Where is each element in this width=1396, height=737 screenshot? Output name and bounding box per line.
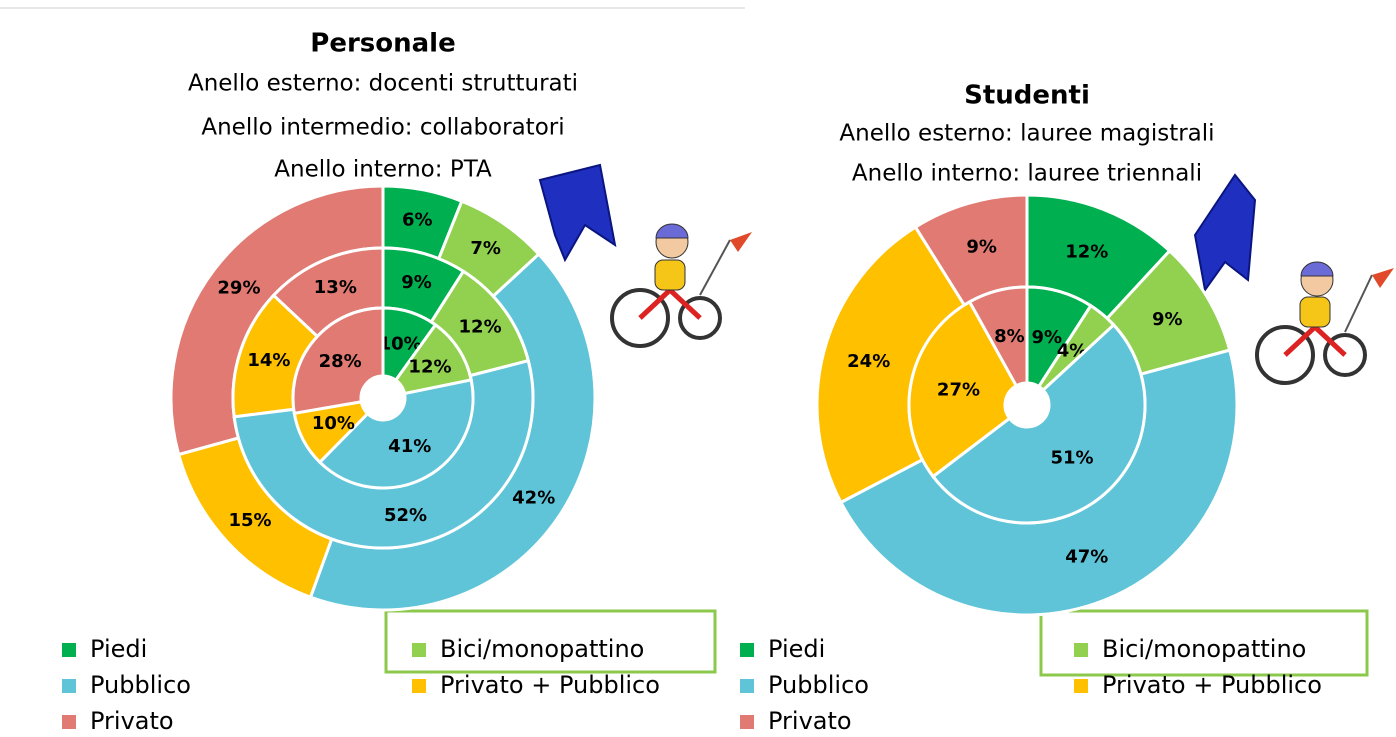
legend-swatch (412, 679, 426, 693)
legend-label: Bici/monopattino (1102, 635, 1306, 663)
slide: Personale Anello esterno: docenti struttu… (0, 0, 1396, 737)
data-label: 41% (388, 436, 431, 457)
data-label: 24% (847, 351, 890, 372)
data-label: 15% (228, 510, 271, 531)
data-label: 9% (1152, 309, 1183, 330)
legend-label: Pubblico (768, 671, 869, 699)
ring-caption: Anello esterno: lauree magistrali (839, 121, 1214, 147)
legend-label: Pubblico (90, 671, 191, 699)
legend-label: Privato (90, 707, 174, 735)
ring-caption: Anello intermedio: collaboratori (201, 115, 564, 141)
legend-swatch (62, 679, 76, 693)
data-label: 27% (937, 380, 980, 401)
legend-swatch (62, 715, 76, 729)
legend-label: Bici/monopattino (440, 635, 644, 663)
legend-swatch (740, 715, 754, 729)
data-label: 51% (1050, 448, 1093, 469)
legend-swatch (412, 643, 426, 657)
data-label: 29% (217, 277, 260, 298)
ring-caption: Anello esterno: docenti strutturati (188, 71, 578, 97)
legend-label: Privato + Pubblico (440, 671, 660, 699)
data-label: 9% (966, 236, 997, 257)
legend-swatch (740, 643, 754, 657)
data-label: 9% (401, 272, 432, 293)
ring-caption: Anello interno: PTA (274, 157, 492, 183)
data-label: 13% (314, 277, 357, 298)
legend-swatch (1074, 679, 1088, 693)
data-label: 7% (470, 238, 501, 259)
ring-caption: Anello interno: lauree triennali (852, 161, 1202, 187)
legend-label: Piedi (768, 635, 825, 663)
chart-title: Personale (310, 29, 455, 59)
data-label: 28% (319, 351, 362, 372)
data-label: 14% (247, 350, 290, 371)
data-label: 12% (408, 357, 451, 378)
data-label: 6% (402, 209, 433, 230)
data-label: 42% (512, 487, 555, 508)
legend-swatch (740, 679, 754, 693)
data-label: 52% (384, 505, 427, 526)
chart-title: Studenti (964, 81, 1090, 111)
legend-swatch (62, 643, 76, 657)
data-label: 12% (1065, 241, 1108, 262)
legend-label: Privato + Pubblico (1102, 671, 1322, 699)
data-label: 8% (994, 326, 1025, 347)
data-label: 12% (459, 316, 502, 337)
legend-label: Piedi (90, 635, 147, 663)
legend-swatch (1074, 643, 1088, 657)
data-label: 10% (312, 413, 355, 434)
legend-label: Privato (768, 707, 852, 735)
data-label: 47% (1065, 547, 1108, 568)
